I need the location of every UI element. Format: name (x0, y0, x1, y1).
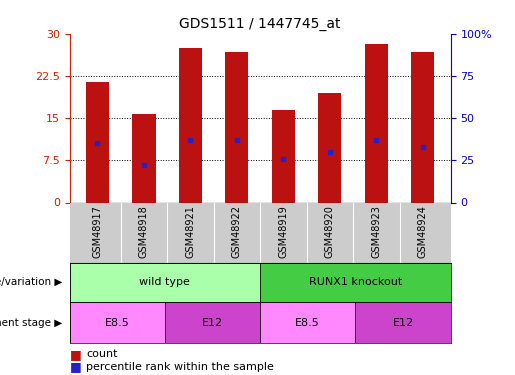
Title: GDS1511 / 1447745_at: GDS1511 / 1447745_at (179, 17, 341, 32)
Text: GSM48922: GSM48922 (232, 206, 242, 258)
Text: count: count (86, 350, 117, 359)
Bar (260, 302, 355, 343)
Text: genotype/variation ▶: genotype/variation ▶ (0, 277, 62, 287)
Bar (165, 302, 260, 343)
Text: GSM48919: GSM48919 (278, 206, 288, 258)
Text: GSM48924: GSM48924 (418, 206, 428, 258)
Bar (272, 110, 295, 202)
Text: development stage ▶: development stage ▶ (0, 318, 62, 327)
Text: ■: ■ (70, 360, 81, 373)
Bar (132, 114, 156, 202)
Text: GSM48920: GSM48920 (325, 206, 335, 258)
Text: GSM48923: GSM48923 (371, 206, 381, 258)
Text: GSM48917: GSM48917 (92, 206, 102, 258)
Text: ■: ■ (70, 348, 81, 361)
Text: wild type: wild type (140, 277, 190, 287)
Bar (86, 82, 109, 203)
Bar (365, 44, 388, 203)
Text: percentile rank within the sample: percentile rank within the sample (86, 362, 274, 372)
Bar (260, 262, 451, 302)
Bar (318, 93, 341, 202)
Text: E12: E12 (392, 318, 414, 327)
Text: E12: E12 (202, 318, 223, 327)
Bar (70, 262, 260, 302)
Bar (70, 302, 165, 343)
Bar (179, 48, 202, 202)
Text: E8.5: E8.5 (105, 318, 130, 327)
Text: RUNX1 knockout: RUNX1 knockout (308, 277, 402, 287)
Bar (411, 52, 434, 202)
Text: GSM48918: GSM48918 (139, 206, 149, 258)
Text: GSM48921: GSM48921 (185, 206, 195, 258)
Bar (355, 302, 451, 343)
Bar (225, 53, 248, 202)
Text: E8.5: E8.5 (295, 318, 320, 327)
